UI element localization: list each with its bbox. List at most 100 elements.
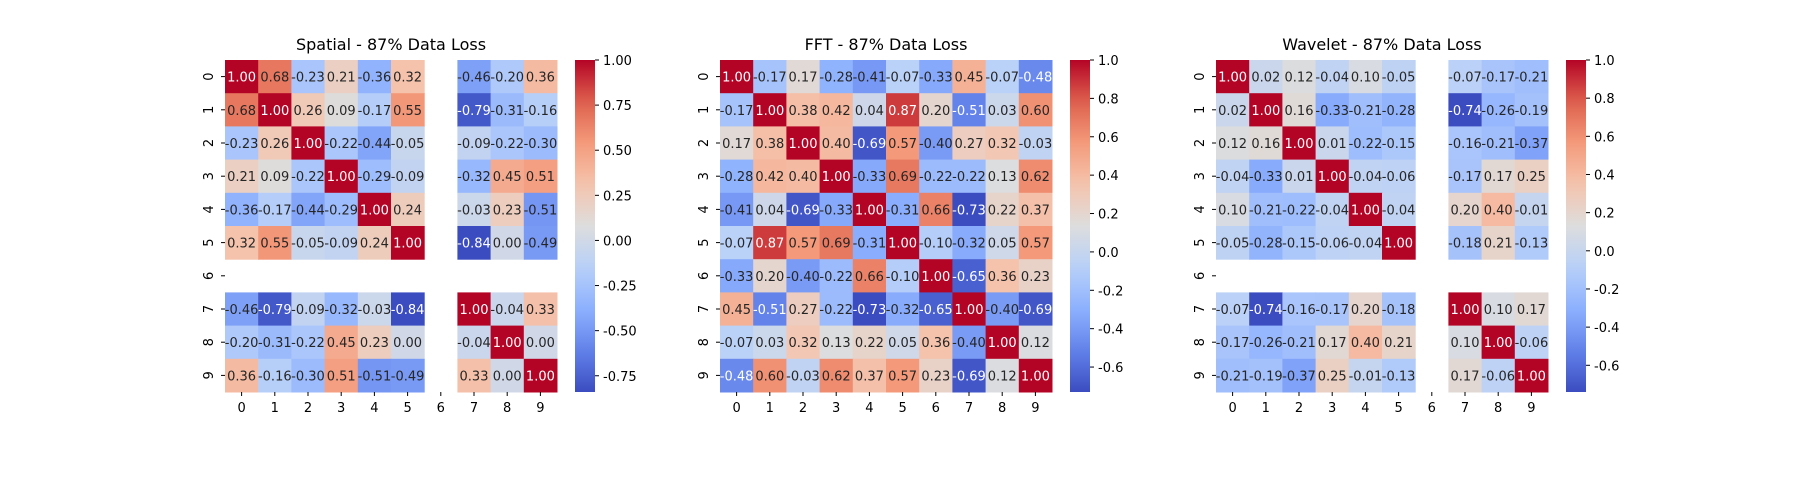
cell-value-label: -0.07 <box>1448 71 1482 86</box>
cell-value-label: 0.69 <box>888 170 917 185</box>
heatmap-cell <box>1018 60 1053 94</box>
cell-value-label: 0.66 <box>921 203 950 218</box>
cell-value-label: -0.04 <box>1315 203 1349 218</box>
heatmap-cell <box>391 292 425 327</box>
heatmap-cell <box>886 93 920 127</box>
cell-value-label: -0.40 <box>919 137 953 152</box>
cell-value-label: -0.22 <box>1349 137 1383 152</box>
heatmap-cell <box>1018 126 1053 161</box>
heatmap-cell <box>1348 126 1383 161</box>
cell-value-label: -0.17 <box>1216 336 1250 351</box>
heatmap-cell <box>1514 292 1549 327</box>
heatmap-cell <box>852 358 887 393</box>
heatmap-cell <box>1481 325 1516 360</box>
cell-value-label: 1.00 <box>460 303 489 318</box>
cell-value-label: -0.37 <box>1515 137 1549 152</box>
heatmap-cell <box>985 358 1020 393</box>
cell-value-label: -0.32 <box>457 170 491 185</box>
heatmap-cell <box>919 60 953 94</box>
cell-value-label: 0.40 <box>1351 336 1380 351</box>
x-tick-label: 0 <box>732 401 740 416</box>
cell-value-label: -0.20 <box>225 336 259 351</box>
x-tick-label: 3 <box>1328 401 1336 416</box>
heatmap-cell <box>919 192 953 227</box>
x-tick-label: 4 <box>865 401 873 416</box>
cell-value-label: 0.33 <box>460 369 489 384</box>
cell-value-label: 0.04 <box>755 203 784 218</box>
heatmap-cell <box>1249 226 1283 260</box>
cell-value-label: -0.04 <box>1315 71 1349 86</box>
heatmap-cell <box>952 60 987 94</box>
cell-value-label: -0.51 <box>753 303 787 318</box>
colorbar-tick-label: 0.2 <box>1594 207 1615 222</box>
heatmap-cell <box>1348 93 1383 127</box>
heatmap-cell <box>324 93 359 127</box>
cell-value-label: -0.17 <box>258 203 292 218</box>
heatmap-cell <box>852 259 887 293</box>
cell-value-label: 1.00 <box>294 137 323 152</box>
cell-value-label: 1.00 <box>789 137 818 152</box>
heatmap-cell <box>1282 325 1317 360</box>
cell-value-label: -0.69 <box>1019 303 1053 318</box>
x-tick-label: 6 <box>1428 401 1436 416</box>
heatmap-cell <box>1448 93 1483 127</box>
colorbar <box>575 60 595 392</box>
cell-value-label: -0.16 <box>1282 303 1316 318</box>
cell-value-label: 0.27 <box>789 303 818 318</box>
heatmap-cell <box>324 126 359 161</box>
colorbar-tick-label: 0.6 <box>1594 130 1615 145</box>
heatmap-cell <box>324 292 359 327</box>
cell-value-label: -0.21 <box>1216 369 1250 384</box>
cell-value-label: -0.07 <box>1216 303 1250 318</box>
cell-value-label: -0.84 <box>391 303 425 318</box>
cell-value-label: 0.10 <box>1351 71 1380 86</box>
heatmap-cell <box>819 259 854 293</box>
cell-value-label: -0.04 <box>1349 170 1383 185</box>
cell-value-label: 0.20 <box>1351 303 1380 318</box>
y-tick-label: 7 <box>697 305 712 313</box>
heatmap-cell <box>819 226 854 260</box>
x-tick-label: 6 <box>437 401 445 416</box>
cell-value-label: 0.87 <box>755 237 784 252</box>
heatmap-cell <box>357 93 392 127</box>
heatmap-cell <box>258 358 292 393</box>
cell-value-label: 0.33 <box>526 303 555 318</box>
heatmap-cell <box>391 93 425 127</box>
heatmap-cell <box>1249 93 1283 127</box>
cell-value-label: 1.00 <box>855 203 884 218</box>
heatmap-cell <box>753 126 787 161</box>
heatmap-cell <box>852 159 887 194</box>
x-tick-label: 5 <box>403 401 411 416</box>
heatmap-cell <box>1315 358 1350 393</box>
cell-value-label: 1.00 <box>327 170 356 185</box>
y-tick-label: 4 <box>202 205 217 213</box>
heatmap-cell <box>357 159 392 194</box>
heatmap-cell <box>1514 60 1549 94</box>
cell-value-label: -0.16 <box>524 104 558 119</box>
cell-value-label: -0.29 <box>358 170 392 185</box>
x-tick-label: 4 <box>370 401 378 416</box>
heatmap-cell <box>1348 325 1383 360</box>
heatmap-cell <box>291 159 326 194</box>
heatmap-cell <box>985 60 1020 94</box>
heatmap-cell <box>786 259 821 293</box>
heatmap-cell <box>952 292 987 327</box>
colorbar-tick-label: 0.0 <box>1098 246 1119 261</box>
heatmap-cell <box>490 325 525 360</box>
heatmap-cell <box>1018 226 1053 260</box>
heatmap-cell <box>1282 226 1317 260</box>
heatmap-cell <box>357 192 392 227</box>
cell-value-label: 0.45 <box>493 170 522 185</box>
cell-value-label: -0.07 <box>720 336 754 351</box>
y-tick-label: 1 <box>697 106 712 114</box>
heatmap-cell <box>490 358 525 393</box>
cell-value-label: 1.00 <box>526 369 555 384</box>
cell-value-label: -0.15 <box>1382 137 1416 152</box>
heatmap-cell <box>357 358 392 393</box>
heatmap-cell <box>357 226 392 260</box>
colorbar-tick-label: 0.0 <box>1594 245 1615 260</box>
cell-value-label: -0.03 <box>358 303 392 318</box>
heatmap-cell <box>852 60 887 94</box>
heatmap-cell <box>852 93 887 127</box>
heatmap-cell <box>391 192 425 227</box>
